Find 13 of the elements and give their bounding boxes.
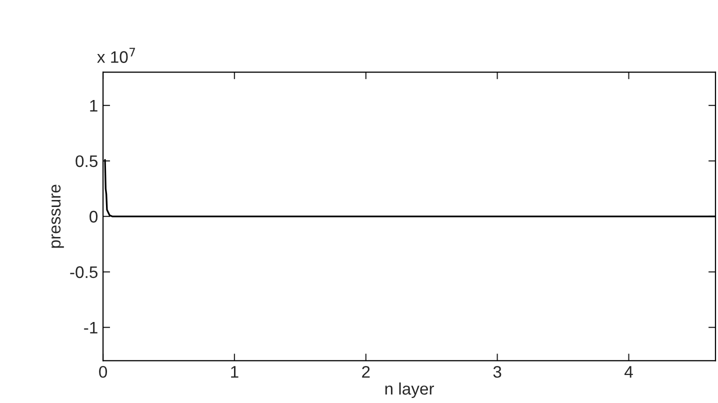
y-tick-label: 1 [90,100,98,112]
x-tick-label: 2 [362,366,370,378]
y-tick-label: 0.5 [76,155,98,168]
text: x 10$^{7}$ [97,48,135,63]
x-tick-label: 1 [231,366,238,378]
y-tick-label: -1 [84,322,98,334]
x-tick-label: 0 [99,366,108,378]
y-axis-title: pressure [51,184,64,248]
x-tick-label: 4 [624,366,633,378]
y-tick-label: -0.5 [70,266,98,278]
y-tick-label: 0 [90,210,98,223]
x-axis-title: n layer [385,382,434,398]
x-tick-label: 3 [493,366,502,378]
